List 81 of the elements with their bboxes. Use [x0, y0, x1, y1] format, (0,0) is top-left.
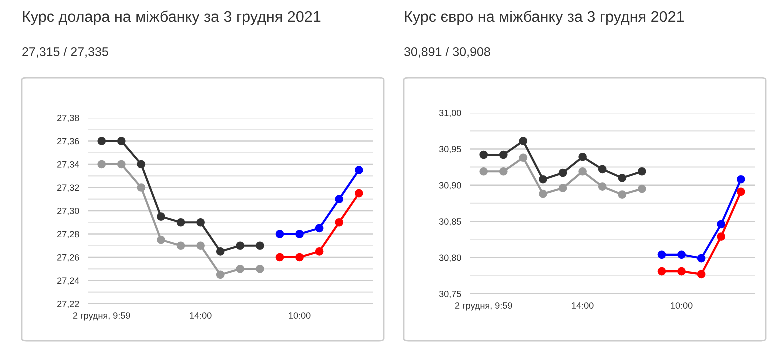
x-tick-label: 10:00 — [671, 302, 693, 309]
point — [618, 190, 627, 199]
y-tick-label: 27,34 — [58, 161, 80, 169]
point — [315, 224, 324, 233]
point — [236, 242, 245, 250]
point — [137, 184, 146, 192]
y-tick-label: 27,24 — [58, 278, 80, 286]
point — [499, 167, 508, 176]
y-tick-label: 30,75 — [439, 290, 462, 298]
point — [558, 184, 568, 192]
y-tick-label: 30,85 — [439, 218, 462, 226]
point — [117, 137, 126, 146]
y-tick-label: 30,95 — [439, 146, 462, 154]
y-tick-label: 30,80 — [439, 254, 462, 262]
point — [697, 270, 706, 279]
point — [216, 270, 225, 280]
y-tick-label: 27,28 — [58, 231, 80, 239]
point — [354, 189, 364, 198]
point — [618, 174, 627, 182]
y-tick-label: 27,32 — [58, 184, 80, 192]
point — [480, 150, 488, 160]
point — [315, 248, 324, 256]
x-tick-label: 14:00 — [572, 302, 594, 309]
chart-subtitle: 30,891 / 30,908 — [404, 47, 490, 58]
point — [157, 236, 166, 244]
point — [638, 184, 646, 194]
y-tick-label: 27,26 — [58, 254, 80, 262]
x-tick-label: 2 грудня, 9:59 — [455, 302, 512, 311]
point — [296, 253, 304, 262]
point — [98, 160, 106, 169]
point — [354, 166, 364, 174]
y-tick-label: 27,30 — [58, 208, 80, 216]
x-tick-label: 2 грудня, 9:59 — [73, 312, 130, 321]
point — [499, 150, 508, 160]
point — [678, 250, 686, 260]
point — [539, 175, 548, 184]
point — [717, 220, 726, 229]
y-tick-label: 31,00 — [439, 110, 462, 118]
point — [117, 160, 126, 169]
chart-subtitle: 27,315 / 27,335 — [22, 47, 108, 58]
point — [598, 165, 607, 174]
point — [216, 248, 225, 256]
y-tick-label: 30,90 — [439, 182, 462, 190]
y-tick-label: 27,38 — [58, 114, 80, 122]
x-tick-label: 10:00 — [289, 312, 311, 319]
point — [335, 195, 344, 204]
point — [578, 152, 587, 162]
point — [658, 250, 666, 260]
point — [519, 154, 528, 162]
point — [196, 242, 205, 250]
point — [196, 218, 205, 227]
point — [236, 264, 245, 274]
point — [519, 137, 528, 146]
point — [697, 254, 706, 263]
point — [137, 160, 146, 169]
point — [717, 232, 726, 241]
point — [678, 267, 686, 276]
point — [176, 242, 186, 250]
chart-title: Курс долара на міжбанку за 3 грудня 2021 — [23, 10, 321, 26]
point — [296, 230, 304, 238]
point — [256, 264, 264, 274]
point — [276, 230, 284, 238]
point — [276, 253, 284, 262]
point — [598, 182, 607, 192]
point — [638, 167, 646, 176]
point — [335, 218, 344, 227]
y-tick-label: 27,36 — [58, 138, 80, 146]
point — [736, 188, 746, 196]
point — [578, 167, 587, 176]
point — [558, 168, 568, 178]
y-tick-label: 27,22 — [58, 300, 80, 308]
point — [480, 167, 488, 176]
point — [658, 267, 666, 276]
point — [539, 190, 548, 198]
point — [736, 175, 746, 184]
point — [157, 212, 166, 221]
x-tick-label: 14:00 — [190, 312, 212, 319]
chart-title: Курс євро на міжбанку за 3 грудня 2021 — [405, 10, 684, 26]
point — [176, 218, 186, 227]
point — [256, 242, 264, 250]
point — [98, 137, 106, 146]
